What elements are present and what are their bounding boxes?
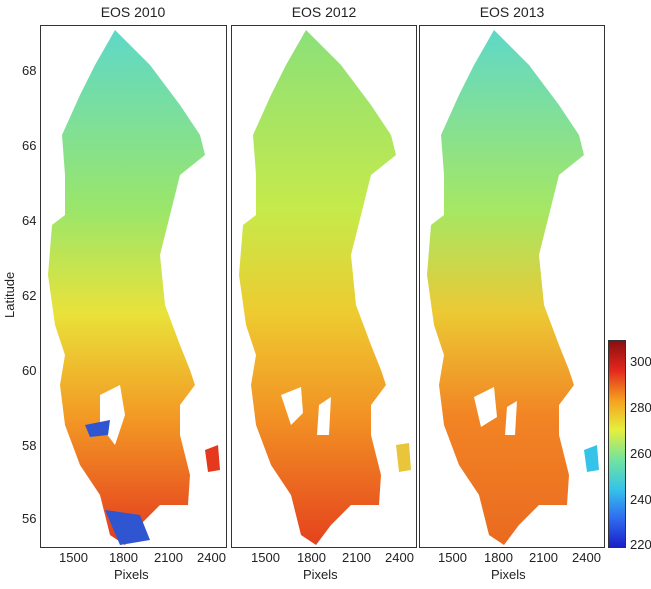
x-tick-1800-p2: 1800 xyxy=(297,550,326,565)
island xyxy=(584,445,599,472)
cbar-tick-280: 280 xyxy=(630,400,651,415)
x-axis-label-p3: Pixels xyxy=(491,567,526,582)
lake-white xyxy=(281,387,303,425)
x-axis-label-p2: Pixels xyxy=(303,567,338,582)
x-tick-1500-p2: 1500 xyxy=(251,550,280,565)
map-2012 xyxy=(239,30,411,545)
panel-title-2012: EOS 2012 xyxy=(291,4,357,20)
lake-blue xyxy=(85,420,110,437)
land-mass xyxy=(239,30,396,545)
x-tick-2100-p1: 2100 xyxy=(154,550,183,565)
x-tick-1800-p3: 1800 xyxy=(484,550,513,565)
x-tick-1500-p3: 1500 xyxy=(438,550,467,565)
island xyxy=(396,443,411,472)
colorbar xyxy=(608,340,626,548)
y-tick-56: 56 xyxy=(22,511,37,526)
panel-title-2010: EOS 2010 xyxy=(100,4,166,20)
x-tick-2100-p3: 2100 xyxy=(529,550,558,565)
map-2013 xyxy=(427,30,599,545)
y-axis-label: Latitude xyxy=(2,271,17,318)
lake-white-2 xyxy=(505,401,517,435)
x-axis-label-p1: Pixels xyxy=(114,567,149,582)
x-tick-1500-p1: 1500 xyxy=(59,550,88,565)
y-tick-66: 66 xyxy=(22,138,37,153)
x-tick-2400-p2: 2400 xyxy=(385,550,414,565)
map-2010 xyxy=(48,30,220,545)
lake-white-2 xyxy=(317,397,331,435)
x-tick-2400-p3: 2400 xyxy=(572,550,601,565)
y-tick-62: 62 xyxy=(22,288,37,303)
land-mass xyxy=(427,30,584,545)
x-tick-2100-p2: 2100 xyxy=(342,550,371,565)
cbar-tick-240: 240 xyxy=(630,492,651,507)
land-mass xyxy=(48,30,205,545)
cbar-tick-260: 260 xyxy=(630,446,651,461)
cbar-tick-300: 300 xyxy=(630,354,651,369)
lake-white xyxy=(474,387,497,427)
south-blue xyxy=(105,510,150,545)
island xyxy=(205,445,220,472)
y-tick-60: 60 xyxy=(22,363,37,378)
x-tick-2400-p1: 2400 xyxy=(197,550,226,565)
cbar-tick-220: 220 xyxy=(630,537,651,552)
panel-title-2013: EOS 2013 xyxy=(479,4,545,20)
y-tick-68: 68 xyxy=(22,63,37,78)
y-tick-64: 64 xyxy=(22,213,37,228)
y-tick-58: 58 xyxy=(22,438,37,453)
x-tick-1800-p1: 1800 xyxy=(109,550,138,565)
